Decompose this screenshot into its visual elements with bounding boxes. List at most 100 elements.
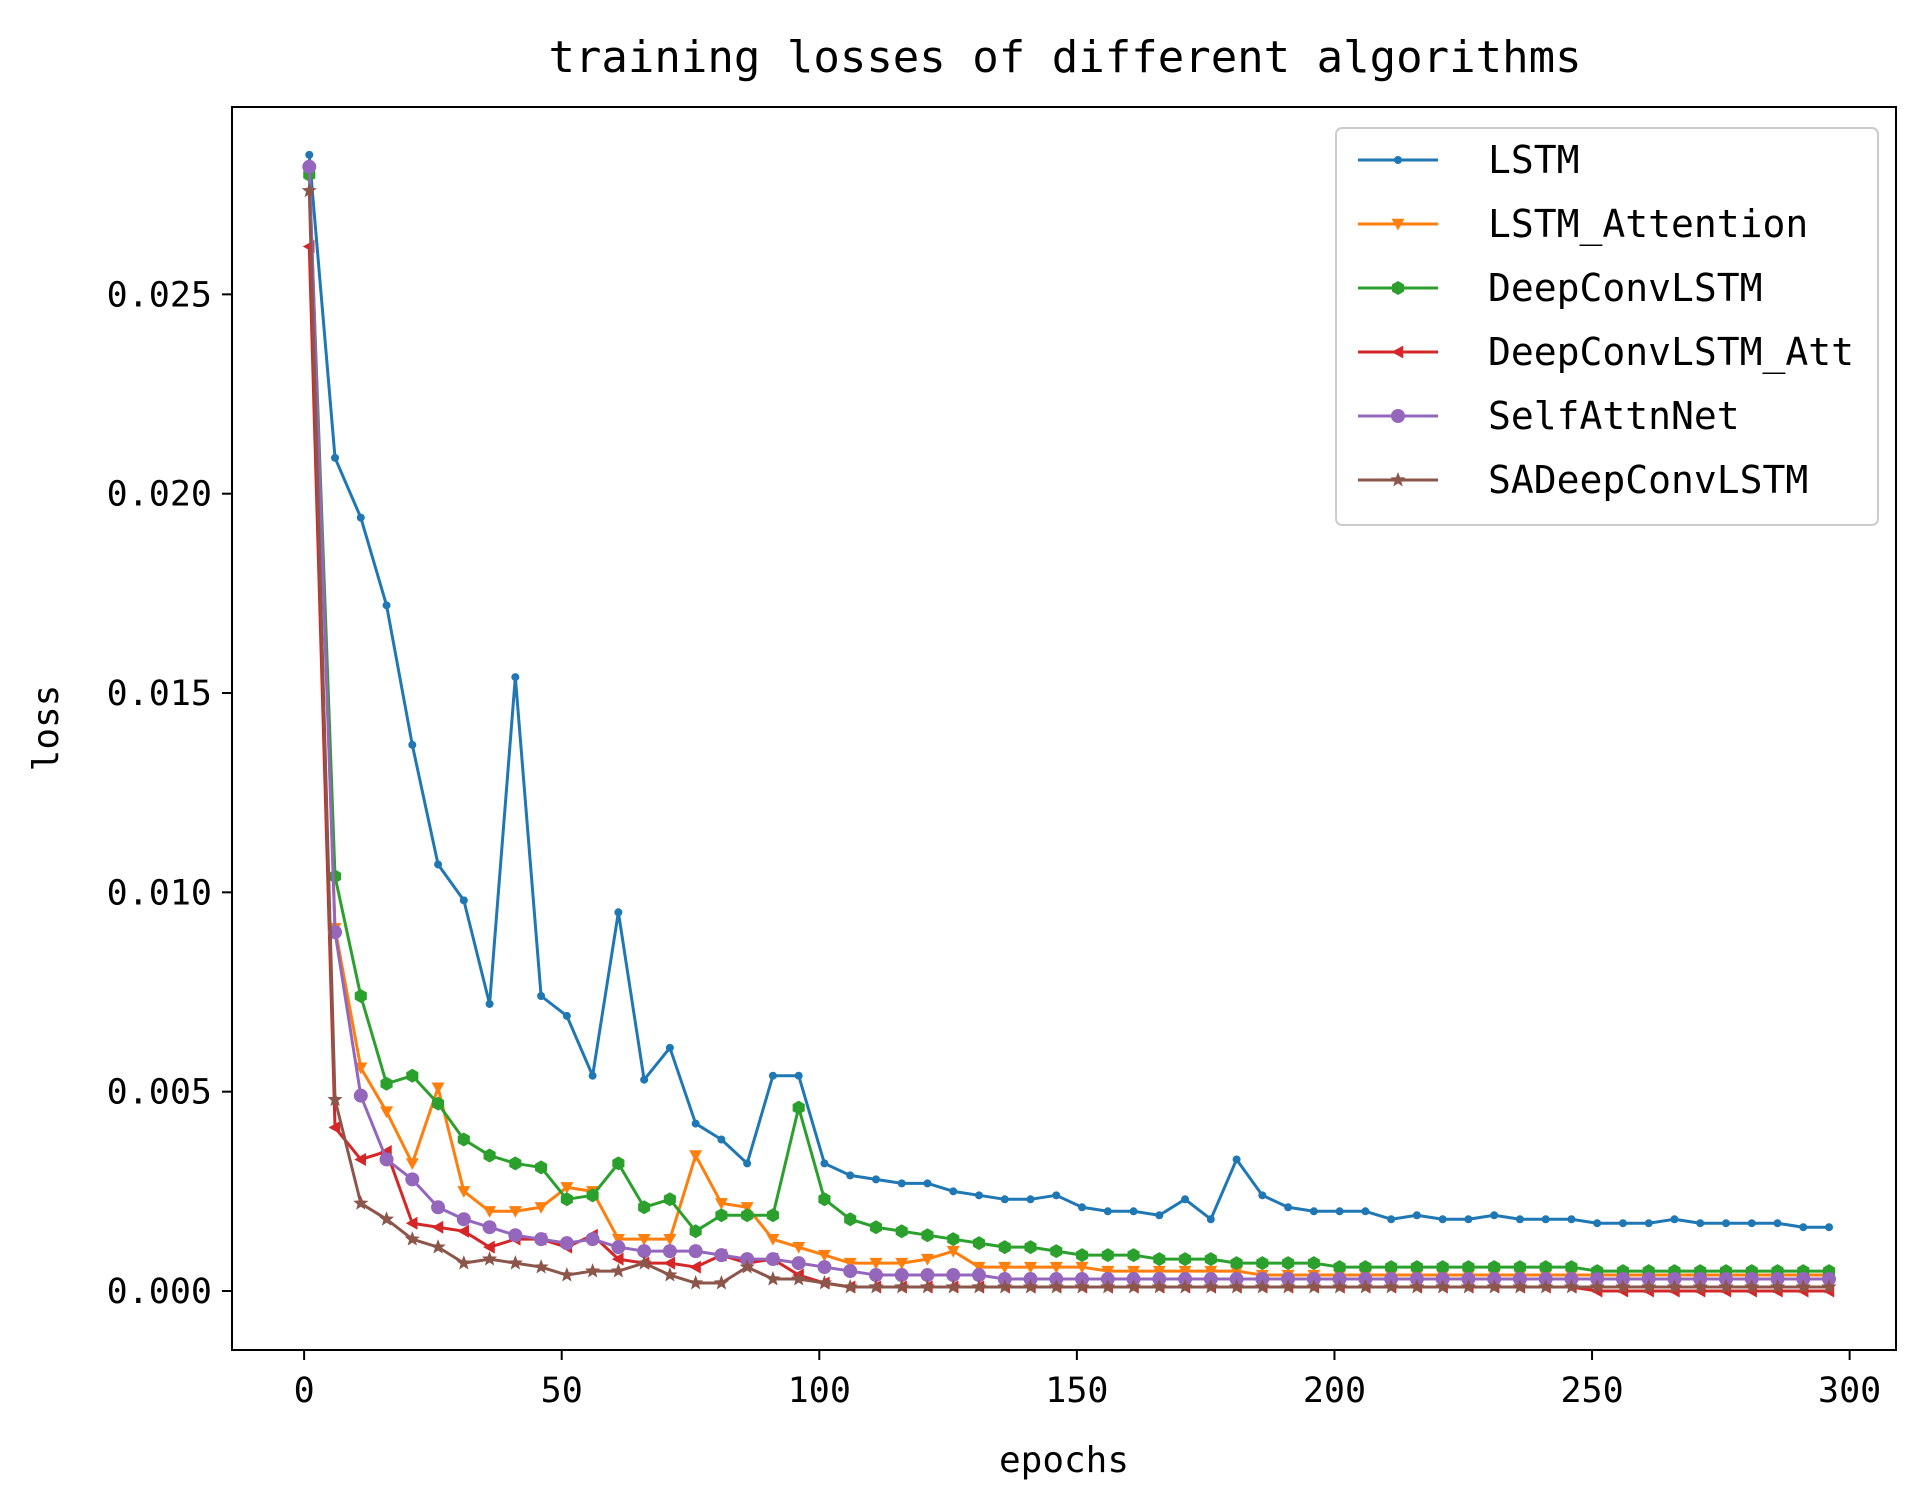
data-point (1747, 1219, 1756, 1228)
y-tick-label: 0.025 (107, 275, 212, 315)
data-point (508, 1206, 522, 1218)
data-point (1565, 1260, 1578, 1275)
data-point (1024, 1240, 1037, 1255)
data-point (457, 1132, 470, 1147)
y-tick-label: 0.005 (107, 1073, 212, 1113)
data-point (662, 1244, 677, 1259)
data-point (1306, 1279, 1322, 1294)
data-point (1280, 1279, 1296, 1294)
data-point (1512, 1279, 1528, 1294)
data-point (1744, 1279, 1760, 1294)
data-point (842, 1279, 858, 1294)
legend-box (1335, 127, 1879, 526)
data-point (1825, 1223, 1834, 1232)
data-point (946, 1245, 960, 1258)
x-tick-label: 50 (541, 1371, 583, 1411)
data-point (1048, 1279, 1064, 1294)
data-point (1438, 1215, 1447, 1224)
data-point (1000, 1195, 1009, 1204)
data-point (894, 1268, 909, 1283)
data-point (791, 1256, 806, 1271)
data-point (792, 1241, 806, 1254)
data-point (405, 1172, 420, 1187)
data-point (638, 1200, 651, 1215)
data-point (533, 1259, 549, 1274)
data-point (945, 1279, 961, 1294)
x-axis-label: epochs (999, 1440, 1129, 1481)
data-point (1385, 1260, 1398, 1275)
data-point (636, 1255, 652, 1270)
data-point (560, 1182, 574, 1194)
data-point (614, 908, 623, 917)
x-tick-label: 200 (1303, 1371, 1366, 1411)
data-point (1129, 1207, 1138, 1216)
data-point (1101, 1248, 1114, 1263)
data-point (1462, 1260, 1475, 1275)
data-point (1178, 1265, 1192, 1278)
data-point (1795, 1279, 1811, 1294)
data-point (921, 1228, 934, 1243)
data-point (406, 1068, 419, 1083)
data-point (508, 1228, 523, 1243)
data-point (585, 1263, 601, 1278)
data-point (971, 1268, 986, 1283)
data-point (511, 673, 520, 682)
data-point (1821, 1279, 1837, 1294)
data-point (1641, 1279, 1657, 1294)
data-point (1309, 1207, 1318, 1216)
legend-label: LSTM (1488, 138, 1580, 182)
legend-label: SelfAttnNet (1488, 394, 1740, 438)
data-point (610, 1263, 626, 1278)
data-point (820, 1159, 829, 1168)
data-point (846, 1171, 855, 1180)
data-point (1387, 1215, 1396, 1224)
data-point (1307, 1256, 1320, 1271)
data-point (640, 1075, 649, 1084)
data-point (1515, 1215, 1524, 1224)
data-point (1589, 1279, 1605, 1294)
data-point (301, 182, 317, 198)
data-point (1230, 1265, 1244, 1278)
legend-label: LSTM_Attention (1488, 202, 1808, 247)
data-point (739, 1259, 755, 1274)
data-point (1539, 1260, 1552, 1275)
legend-swatch-marker (1391, 409, 1405, 423)
data-point (408, 740, 417, 749)
data-point (817, 1249, 831, 1262)
data-point (483, 1206, 497, 1218)
data-point (353, 1088, 368, 1103)
data-point (689, 1150, 703, 1162)
data-point (380, 1076, 393, 1091)
data-point (897, 1179, 906, 1188)
data-point (972, 1261, 986, 1274)
data-point (405, 1216, 418, 1230)
data-point (765, 1252, 780, 1267)
data-point (1078, 1203, 1087, 1212)
data-point (611, 1233, 625, 1246)
data-point (844, 1212, 857, 1227)
data-point (1075, 1248, 1089, 1263)
data-point (868, 1279, 884, 1294)
data-point (663, 1233, 677, 1246)
data-point (560, 1192, 573, 1207)
data-point (404, 1231, 420, 1246)
data-point (305, 150, 314, 159)
data-point (1490, 1211, 1499, 1220)
data-point (637, 1244, 652, 1259)
data-point (378, 1211, 395, 1226)
data-point (868, 1268, 883, 1283)
data-point (1615, 1279, 1631, 1294)
data-point (869, 1257, 883, 1270)
data-point (356, 513, 365, 522)
data-point (1256, 1256, 1269, 1271)
data-point (1670, 1215, 1679, 1224)
data-point (1335, 1207, 1344, 1216)
data-point (434, 860, 443, 869)
data-point (1232, 1155, 1241, 1164)
legend-swatch-marker (1390, 472, 1406, 487)
plot-series (301, 150, 1837, 1298)
series-line-lstm (307, 154, 1830, 1229)
data-point (947, 1232, 960, 1247)
data-point (1026, 1195, 1035, 1204)
data-point (816, 1275, 833, 1290)
